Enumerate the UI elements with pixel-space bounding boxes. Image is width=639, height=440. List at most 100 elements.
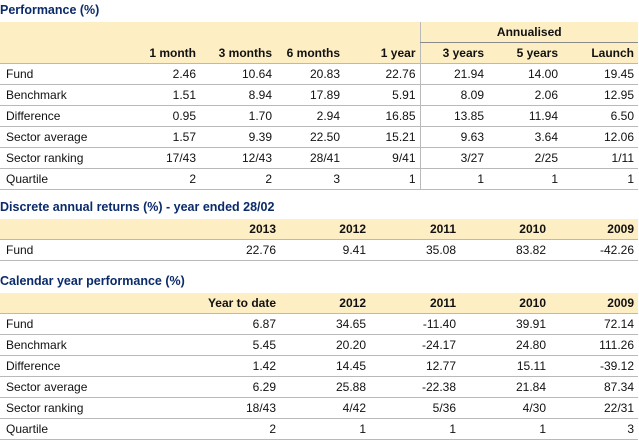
performance-title: Performance (%) <box>0 3 100 17</box>
col-header: 2011 <box>370 219 460 240</box>
cell-value: 6.29 <box>122 376 280 398</box>
cell-value: 1 <box>280 418 370 440</box>
cell-value: 34.65 <box>280 313 370 335</box>
cell-value: 17/43 <box>112 147 200 169</box>
cell-value: 28/41 <box>276 147 344 169</box>
col-header: 2009 <box>550 219 638 240</box>
cell-value: 16.85 <box>344 105 420 127</box>
table-row: Difference 0.95 1.70 2.94 16.85 13.85 11.94 6.5… <box>0 105 639 127</box>
cell-value: 20.20 <box>280 334 370 356</box>
col-header: 2009 <box>550 293 638 314</box>
cell-value: 1.42 <box>122 355 280 377</box>
table-row: Fund 6.87 34.65 -11.40 39.91 72.14 <box>0 313 638 335</box>
cell-value: 2 <box>122 418 280 440</box>
col-header: 2011 <box>370 293 460 314</box>
table-row: Sector ranking 17/43 12/43 28/41 9/41 3/27 2/2… <box>0 147 639 169</box>
cell-value: 72.14 <box>550 313 638 335</box>
performance-header-row: 1 month 3 months 6 months 1 year 3 years… <box>0 42 639 64</box>
cell-value: 3 <box>276 168 344 190</box>
cell-value: 2 <box>200 168 276 190</box>
table-row: Benchmark 1.51 8.94 17.89 5.91 8.09 2.06 12.95 <box>0 84 639 106</box>
col-header: Year to date <box>122 293 280 314</box>
cell-value: 39.91 <box>460 313 550 335</box>
calendar-header-row: Year to date 2012 2011 2010 2009 <box>0 293 638 314</box>
cell-value: 1/11 <box>562 147 639 169</box>
cell-value: -22.38 <box>370 376 460 398</box>
cell-value: 0.95 <box>112 105 200 127</box>
row-label: Quartile <box>0 168 112 190</box>
cell-value: -24.17 <box>370 334 460 356</box>
cell-value: 8.94 <box>200 84 276 106</box>
row-label: Fund <box>0 63 112 85</box>
cell-value: 12/43 <box>200 147 276 169</box>
row-label: Benchmark <box>0 84 112 106</box>
cell-value: 35.08 <box>370 239 460 261</box>
col-header: 2010 <box>460 219 550 240</box>
cell-value: 6.50 <box>562 105 639 127</box>
cell-value: 8.09 <box>419 84 488 106</box>
row-label: Fund <box>0 313 122 335</box>
cell-value: 21.94 <box>419 63 488 85</box>
discrete-table: 2013 2012 2011 2010 2009 Fund 22.76 9.41 35… <box>0 219 638 261</box>
cell-value: 2 <box>112 168 200 190</box>
cell-value: 1.57 <box>112 126 200 148</box>
cell-value: -39.12 <box>550 355 638 377</box>
col-header: 2012 <box>280 293 370 314</box>
cell-value: 12.77 <box>370 355 460 377</box>
col-header: 2012 <box>280 219 370 240</box>
cell-value: 14.00 <box>488 63 562 85</box>
cell-value: 1 <box>562 168 639 190</box>
cell-value: 25.88 <box>280 376 370 398</box>
cell-value: 3 <box>550 418 638 440</box>
cell-value: 22.50 <box>276 126 344 148</box>
cell-value: 2.06 <box>488 84 562 106</box>
col-header: 6 months <box>276 42 344 64</box>
row-label: Fund <box>0 239 122 261</box>
table-row: Fund 22.76 9.41 35.08 83.82 -42.26 <box>0 239 638 261</box>
annualised-label: Annualised <box>419 22 639 43</box>
cell-value: 2/25 <box>488 147 562 169</box>
table-row: Quartile 2 2 3 1 1 1 1 <box>0 168 639 190</box>
table-row: Fund 2.46 10.64 20.83 22.76 21.94 14.00 19.45 <box>0 63 639 85</box>
row-label: Quartile <box>0 418 122 440</box>
calendar-table: Year to date 2012 2011 2010 2009 Fund 6.8… <box>0 293 638 440</box>
cell-value: 11.94 <box>488 105 562 127</box>
row-label: Benchmark <box>0 334 122 356</box>
table-row: Benchmark 5.45 20.20 -24.17 24.80 111.26 <box>0 334 638 356</box>
cell-value: 19.45 <box>562 63 639 85</box>
cell-value: -11.40 <box>370 313 460 335</box>
col-header: 2010 <box>460 293 550 314</box>
col-header: 1 month <box>112 42 200 64</box>
discrete-title: Discrete annual returns (%) - year ended… <box>0 200 275 214</box>
cell-value: 14.45 <box>280 355 370 377</box>
cell-value: 24.80 <box>460 334 550 356</box>
table-row: Sector average 6.29 25.88 -22.38 21.84 87.34 <box>0 376 638 398</box>
row-label: Sector average <box>0 376 122 398</box>
cell-value: 15.11 <box>460 355 550 377</box>
cell-value: 9.41 <box>280 239 370 261</box>
cell-value: 18/43 <box>122 397 280 419</box>
row-label: Difference <box>0 105 112 127</box>
col-header: Launch <box>562 42 639 64</box>
cell-value: 4/42 <box>280 397 370 419</box>
cell-value: 9/41 <box>344 147 420 169</box>
cell-value: 17.89 <box>276 84 344 106</box>
cell-value: 6.87 <box>122 313 280 335</box>
cell-value: 1 <box>460 418 550 440</box>
cell-value: 83.82 <box>460 239 550 261</box>
cell-value: 2.46 <box>112 63 200 85</box>
table-row: Quartile 2 1 1 1 3 <box>0 418 638 440</box>
cell-value: 5/36 <box>370 397 460 419</box>
cell-value: 4/30 <box>460 397 550 419</box>
cell-value: 22/31 <box>550 397 638 419</box>
col-header: 3 years <box>419 42 488 64</box>
cell-value: 20.83 <box>276 63 344 85</box>
cell-value: 5.91 <box>344 84 420 106</box>
col-header: 2013 <box>122 219 280 240</box>
cell-value: 9.39 <box>200 126 276 148</box>
cell-value: 22.76 <box>344 63 420 85</box>
row-label: Sector ranking <box>0 397 122 419</box>
cell-value: 1 <box>370 418 460 440</box>
cell-value: 5.45 <box>122 334 280 356</box>
table-row: Sector ranking 18/43 4/42 5/36 4/30 22/31 <box>0 397 638 419</box>
